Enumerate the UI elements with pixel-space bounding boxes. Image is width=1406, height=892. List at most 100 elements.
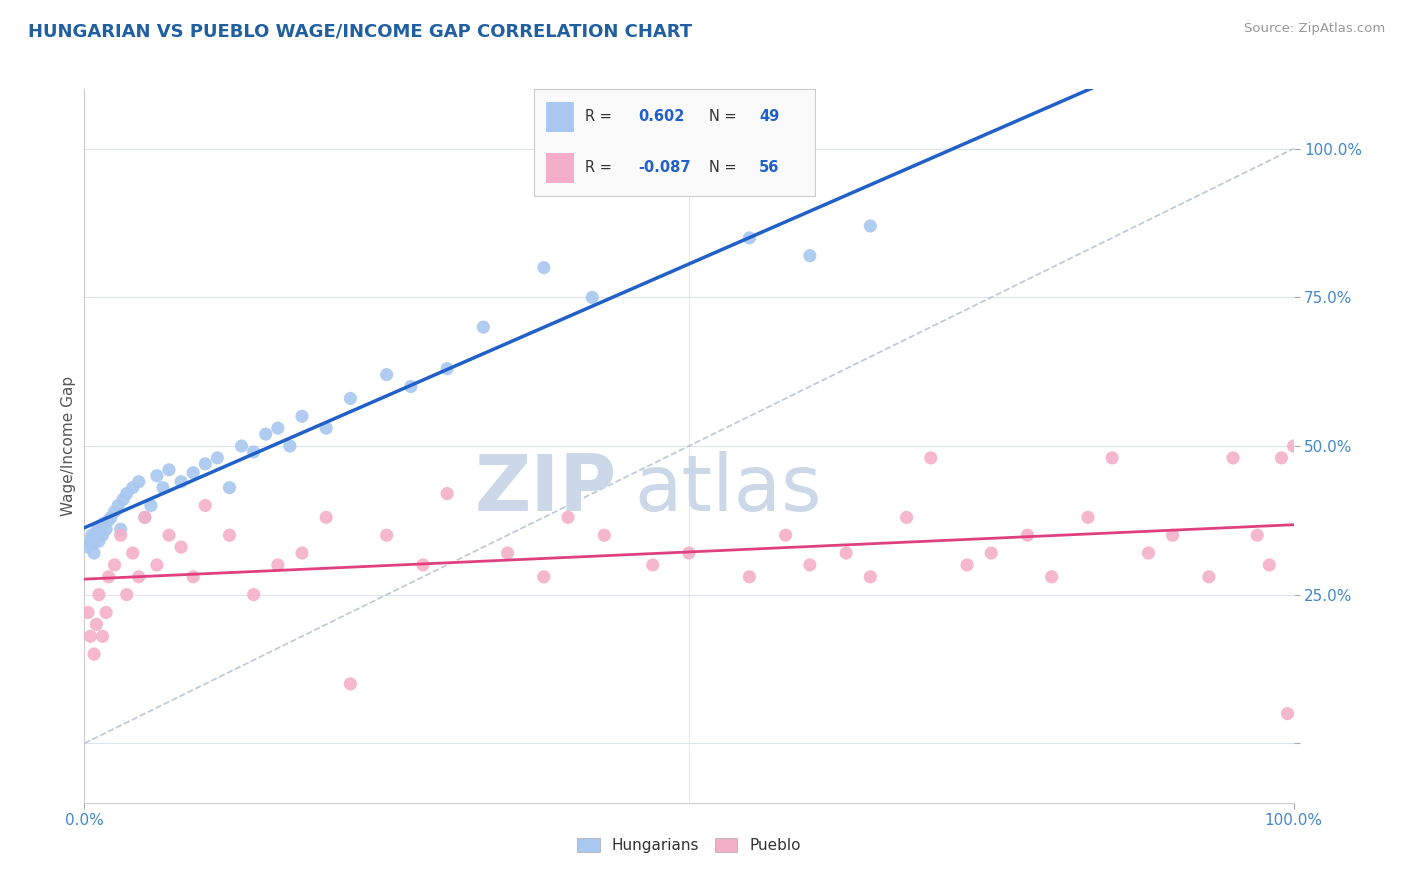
Point bbox=[557, 510, 579, 524]
Point bbox=[79, 629, 101, 643]
Point bbox=[291, 546, 314, 560]
Point bbox=[115, 588, 138, 602]
Point bbox=[678, 546, 700, 560]
Point bbox=[472, 320, 495, 334]
Point bbox=[1258, 558, 1281, 572]
Point bbox=[533, 570, 555, 584]
Point bbox=[1101, 450, 1123, 465]
Point bbox=[79, 534, 101, 549]
Point bbox=[82, 537, 104, 551]
Point bbox=[93, 516, 115, 531]
Point bbox=[139, 499, 162, 513]
Text: 56: 56 bbox=[759, 161, 779, 176]
Point bbox=[86, 525, 108, 540]
Bar bbox=[546, 102, 574, 132]
Text: N =: N = bbox=[709, 161, 741, 176]
Point bbox=[91, 629, 114, 643]
Text: 49: 49 bbox=[759, 109, 779, 124]
Point bbox=[231, 439, 253, 453]
Point bbox=[267, 421, 290, 435]
Point bbox=[1040, 570, 1063, 584]
Point bbox=[412, 558, 434, 572]
Point bbox=[146, 558, 169, 572]
Point bbox=[859, 219, 882, 233]
Legend: Hungarians, Pueblo: Hungarians, Pueblo bbox=[571, 832, 807, 859]
Point bbox=[799, 249, 821, 263]
Point bbox=[170, 540, 193, 554]
Point bbox=[94, 606, 117, 620]
Point bbox=[128, 570, 150, 584]
Point bbox=[1161, 528, 1184, 542]
Text: R =: R = bbox=[585, 109, 616, 124]
Point bbox=[375, 528, 398, 542]
Point bbox=[146, 468, 169, 483]
Point bbox=[799, 558, 821, 572]
Point bbox=[134, 510, 156, 524]
Point bbox=[181, 466, 204, 480]
Text: N =: N = bbox=[709, 109, 741, 124]
Point bbox=[859, 570, 882, 584]
Point bbox=[86, 522, 108, 536]
Point bbox=[84, 531, 107, 545]
Point bbox=[181, 570, 204, 584]
Point bbox=[315, 421, 337, 435]
Point bbox=[436, 361, 458, 376]
Point bbox=[254, 427, 277, 442]
Point bbox=[110, 522, 132, 536]
Point bbox=[110, 528, 132, 542]
Point bbox=[242, 445, 264, 459]
Text: -0.087: -0.087 bbox=[638, 161, 690, 176]
Point bbox=[315, 510, 337, 524]
Point bbox=[399, 379, 422, 393]
Point bbox=[1222, 450, 1244, 465]
Point bbox=[194, 499, 217, 513]
Point bbox=[87, 588, 110, 602]
Point bbox=[121, 546, 143, 560]
Point bbox=[533, 260, 555, 275]
Point bbox=[104, 558, 127, 572]
Point bbox=[375, 368, 398, 382]
Text: atlas: atlas bbox=[634, 450, 823, 527]
Point bbox=[436, 486, 458, 500]
Point bbox=[83, 647, 105, 661]
Point bbox=[157, 463, 180, 477]
Point bbox=[112, 492, 135, 507]
Text: Source: ZipAtlas.com: Source: ZipAtlas.com bbox=[1244, 22, 1385, 36]
Point bbox=[593, 528, 616, 542]
Point bbox=[738, 570, 761, 584]
Point bbox=[77, 540, 100, 554]
Point bbox=[980, 546, 1002, 560]
Point bbox=[1137, 546, 1160, 560]
Point bbox=[128, 475, 150, 489]
Point bbox=[94, 522, 117, 536]
Point bbox=[83, 546, 105, 560]
Point bbox=[152, 481, 174, 495]
Point bbox=[1246, 528, 1268, 542]
Y-axis label: Wage/Income Gap: Wage/Income Gap bbox=[60, 376, 76, 516]
Point bbox=[89, 519, 111, 533]
Point bbox=[641, 558, 664, 572]
Point bbox=[496, 546, 519, 560]
Point bbox=[267, 558, 290, 572]
Point bbox=[107, 499, 129, 513]
Point bbox=[835, 546, 858, 560]
Point bbox=[896, 510, 918, 524]
Point bbox=[91, 528, 114, 542]
Point bbox=[104, 504, 127, 518]
Point bbox=[121, 481, 143, 495]
Point bbox=[339, 677, 361, 691]
Text: 0.602: 0.602 bbox=[638, 109, 685, 124]
Point bbox=[97, 513, 120, 527]
Point bbox=[194, 457, 217, 471]
Point bbox=[97, 570, 120, 584]
Bar bbox=[546, 153, 574, 184]
Point bbox=[775, 528, 797, 542]
Text: R =: R = bbox=[585, 161, 616, 176]
Point bbox=[278, 439, 301, 453]
Point bbox=[1077, 510, 1099, 524]
Point bbox=[100, 510, 122, 524]
Point bbox=[134, 510, 156, 524]
Point bbox=[115, 486, 138, 500]
Point bbox=[87, 534, 110, 549]
Point bbox=[1282, 439, 1305, 453]
